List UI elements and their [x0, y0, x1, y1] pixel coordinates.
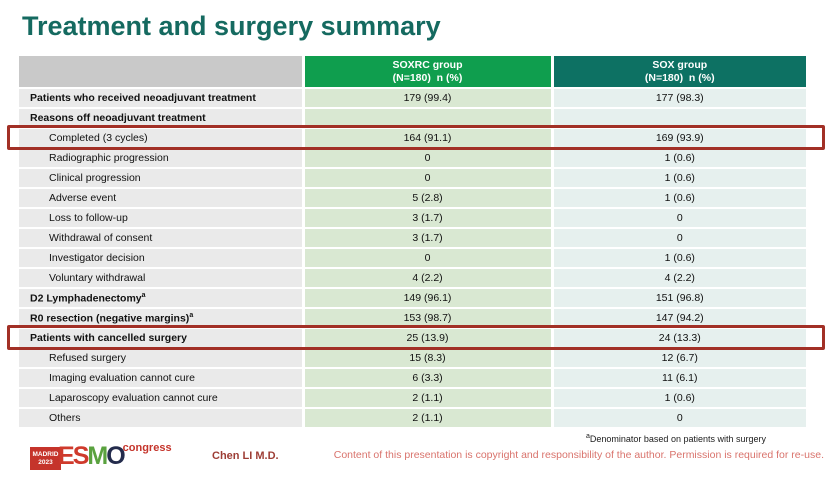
table-row: Clinical progression 0 1 (0.6) — [19, 168, 806, 189]
sox-value — [552, 108, 806, 129]
sox-value: 11 (6.1) — [552, 368, 806, 389]
esmo-wordmark: ESMO — [58, 442, 126, 470]
soxrc-value: 0 — [303, 148, 554, 169]
footnote-text: Denominator based on patients with surge… — [589, 434, 766, 444]
table-row: Laparoscopy evaluation cannot cure 2 (1.1… — [19, 388, 806, 409]
congress-label: congress — [122, 442, 172, 454]
sox-value: 0 — [552, 228, 806, 249]
soxrc-group-subtitle: (N=180) n (%) — [392, 71, 463, 84]
soxrc-value: 5 (2.8) — [303, 188, 554, 209]
table-row: Patients with cancelled surgery 25 (13.9)… — [19, 328, 806, 349]
table-row: Reasons off neoadjuvant treatment — [19, 108, 806, 129]
row-label: Refused surgery — [19, 348, 305, 369]
esmo-congress-logo: MADRID 2023 ESMO congress — [30, 442, 172, 470]
sox-value: 4 (2.2) — [552, 268, 806, 289]
esmo-letter-m: M — [87, 442, 108, 470]
treatment-summary-table: SOXRC group (N=180) n (%) SOX group (N=1… — [19, 56, 806, 429]
soxrc-value: 3 (1.7) — [303, 208, 554, 229]
table-row: R0 resection (negative margins)a 153 (98.… — [19, 308, 806, 329]
sox-value: 1 (0.6) — [552, 168, 806, 189]
logo-year: 2023 — [38, 458, 53, 466]
table-body: Patients who received neoadjuvant treatm… — [19, 88, 806, 429]
table-footnote: aDenominator based on patients with surg… — [586, 433, 766, 444]
row-label: R0 resection (negative margins)a — [19, 308, 305, 329]
table-row: Imaging evaluation cannot cure 6 (3.3) 11 … — [19, 368, 806, 389]
sox-group-title: SOX group — [652, 58, 708, 71]
table-row: Loss to follow-up 3 (1.7) 0 — [19, 208, 806, 229]
sox-value: 0 — [552, 208, 806, 229]
row-label: Clinical progression — [19, 168, 305, 189]
sox-value: 1 (0.6) — [552, 248, 806, 269]
soxrc-value: 0 — [303, 168, 554, 189]
table-row: Others 2 (1.1) 0 — [19, 408, 806, 429]
column-header-soxrc: SOXRC group (N=180) n (%) — [303, 56, 554, 89]
row-label: Radiographic progression — [19, 148, 305, 169]
sox-value: 147 (94.2) — [552, 308, 806, 329]
esmo-letter-o: O — [106, 442, 126, 470]
sox-value: 1 (0.6) — [552, 388, 806, 409]
soxrc-value — [303, 108, 554, 129]
row-label: Reasons off neoadjuvant treatment — [19, 108, 305, 129]
row-label: Laparoscopy evaluation cannot cure — [19, 388, 305, 409]
table-row: Withdrawal of consent 3 (1.7) 0 — [19, 228, 806, 249]
esmo-letter-s: S — [72, 442, 90, 470]
row-label: Voluntary withdrawal — [19, 268, 305, 289]
sox-value: 12 (6.7) — [552, 348, 806, 369]
page-title: Treatment and surgery summary — [22, 11, 441, 41]
sox-value: 1 (0.6) — [552, 188, 806, 209]
logo-city: MADRID — [32, 451, 59, 458]
table-row: Investigator decision 0 1 (0.6) — [19, 248, 806, 269]
footnote-marker: a — [585, 433, 590, 440]
table-row: Adverse event 5 (2.8) 1 (0.6) — [19, 188, 806, 209]
row-label: Others — [19, 408, 305, 429]
soxrc-value: 25 (13.9) — [303, 328, 554, 349]
sox-value: 1 (0.6) — [552, 148, 806, 169]
sox-value: 151 (96.8) — [552, 288, 806, 309]
sox-group-subtitle: (N=180) n (%) — [644, 71, 715, 84]
table-row: Refused surgery 15 (8.3) 12 (6.7) — [19, 348, 806, 369]
row-label: Withdrawal of consent — [19, 228, 305, 249]
soxrc-value: 164 (91.1) — [303, 128, 554, 149]
sox-value: 0 — [552, 408, 806, 429]
madrid-2023-badge: MADRID 2023 — [30, 447, 61, 470]
soxrc-value: 2 (1.1) — [303, 408, 554, 429]
soxrc-value: 153 (98.7) — [303, 308, 554, 329]
soxrc-value: 15 (8.3) — [303, 348, 554, 369]
row-label: Loss to follow-up — [19, 208, 305, 229]
column-header-labels — [19, 56, 305, 89]
table-row: Completed (3 cycles) 164 (91.1) 169 (93.9) — [19, 128, 806, 149]
soxrc-group-title: SOXRC group — [392, 58, 463, 71]
soxrc-value: 4 (2.2) — [303, 268, 554, 289]
table-row: Radiographic progression 0 1 (0.6) — [19, 148, 806, 169]
sox-value: 177 (98.3) — [552, 88, 806, 109]
soxrc-value: 149 (96.1) — [303, 288, 554, 309]
row-label: Adverse event — [19, 188, 305, 209]
row-label: Investigator decision — [19, 248, 305, 269]
row-label: Patients who received neoadjuvant treatm… — [19, 88, 305, 109]
esmo-letter-e: E — [58, 442, 75, 470]
row-label: D2 Lymphadenectomya — [19, 288, 305, 309]
soxrc-value: 0 — [303, 248, 554, 269]
table-row: D2 Lymphadenectomya 149 (96.1) 151 (96.8) — [19, 288, 806, 309]
row-label: Patients with cancelled surgery — [19, 328, 305, 349]
table-row: Patients who received neoadjuvant treatm… — [19, 88, 806, 109]
row-label: Completed (3 cycles) — [19, 128, 305, 149]
soxrc-value: 179 (99.4) — [303, 88, 554, 109]
column-header-sox: SOX group (N=180) n (%) — [552, 56, 806, 89]
presenter-credit: Chen LI M.D. — [212, 450, 279, 462]
soxrc-value: 3 (1.7) — [303, 228, 554, 249]
soxrc-value: 6 (3.3) — [303, 368, 554, 389]
table-row: Voluntary withdrawal 4 (2.2) 4 (2.2) — [19, 268, 806, 289]
copyright-notice: Content of this presentation is copyrigh… — [333, 449, 824, 461]
row-label: Imaging evaluation cannot cure — [19, 368, 305, 389]
sox-value: 24 (13.3) — [552, 328, 806, 349]
table-header-row: SOXRC group (N=180) n (%) SOX group (N=1… — [19, 56, 806, 89]
sox-value: 169 (93.9) — [552, 128, 806, 149]
soxrc-value: 2 (1.1) — [303, 388, 554, 409]
